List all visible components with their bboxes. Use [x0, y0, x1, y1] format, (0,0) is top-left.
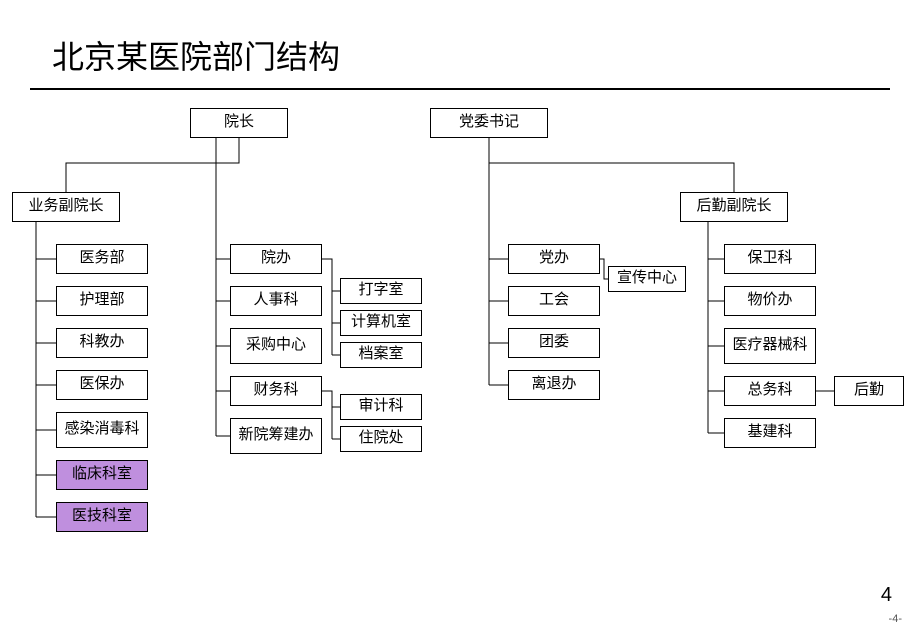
org-node-houqin: 后勤 [834, 376, 904, 406]
org-node-zhuyuan: 住院处 [340, 426, 422, 452]
org-node-xuanchuan: 宣传中心 [608, 266, 686, 292]
org-node-wujia: 物价办 [724, 286, 816, 316]
org-node-yibao: 医保办 [56, 370, 148, 400]
org-node-caiwu: 财务科 [230, 376, 322, 406]
org-node-logi_vp: 后勤副院长 [680, 192, 788, 222]
org-node-yuanban: 院办 [230, 244, 322, 274]
org-node-yiliaoqx: 医疗器械科 [724, 328, 816, 364]
org-node-director: 院长 [190, 108, 288, 138]
org-node-dangan: 档案室 [340, 342, 422, 368]
org-node-dazi: 打字室 [340, 278, 422, 304]
org-node-lituiban: 离退办 [508, 370, 600, 400]
org-node-jijian: 基建科 [724, 418, 816, 448]
org-node-yiji: 医技科室 [56, 502, 148, 532]
page-number-large: 4 [881, 584, 892, 607]
org-node-renshi: 人事科 [230, 286, 322, 316]
org-node-huli: 护理部 [56, 286, 148, 316]
org-node-tuanwei: 团委 [508, 328, 600, 358]
org-node-jisuanji: 计算机室 [340, 310, 422, 336]
org-node-party_secretary: 党委书记 [430, 108, 548, 138]
title-underline [30, 88, 890, 90]
org-node-xinyuan: 新院筹建办 [230, 418, 322, 454]
org-node-ganran: 感染消毒科 [56, 412, 148, 448]
org-node-yiwu: 医务部 [56, 244, 148, 274]
org-chart-connectors [0, 0, 920, 637]
org-node-dangban: 党办 [508, 244, 600, 274]
org-node-zongwu: 总务科 [724, 376, 816, 406]
org-node-baowei: 保卫科 [724, 244, 816, 274]
org-node-gonghui: 工会 [508, 286, 600, 316]
org-node-biz_vp: 业务副院长 [12, 192, 120, 222]
org-node-caigou: 采购中心 [230, 328, 322, 364]
page-number-small: -4- [889, 613, 902, 625]
org-node-linchuang: 临床科室 [56, 460, 148, 490]
org-node-kejiao: 科教办 [56, 328, 148, 358]
org-node-shenji: 审计科 [340, 394, 422, 420]
page-title: 北京某医院部门结构 [52, 32, 340, 78]
